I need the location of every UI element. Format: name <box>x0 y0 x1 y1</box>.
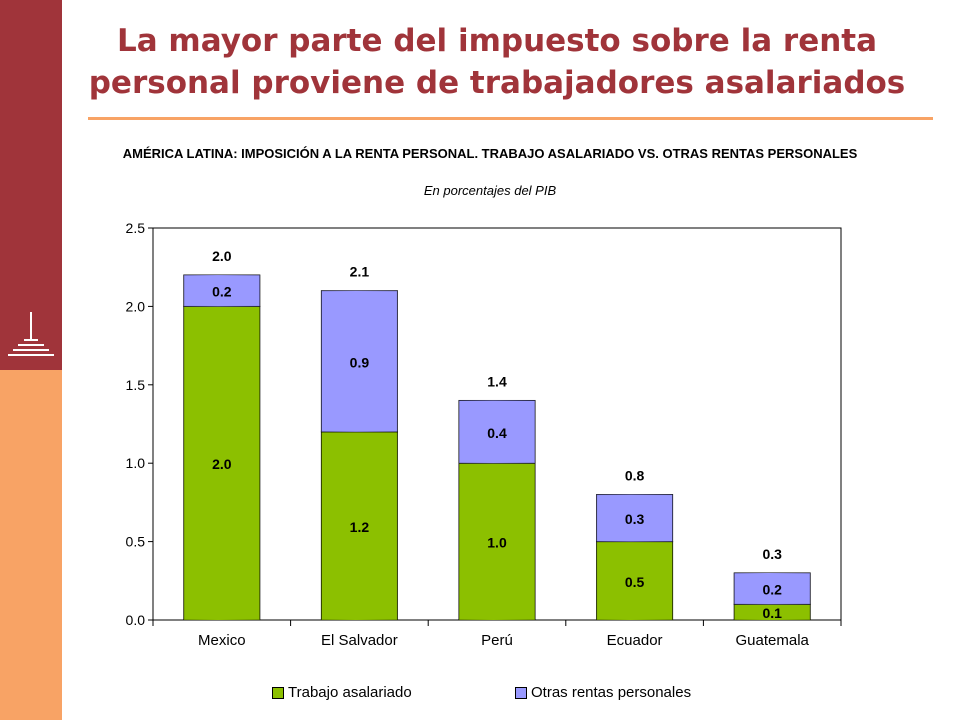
y-tick-label: 1.5 <box>126 377 146 393</box>
legend-item-salaried: Trabajo asalariado <box>272 684 412 701</box>
legend-label-salaried: Trabajo asalariado <box>288 684 412 701</box>
bar-segment-shading <box>596 494 673 542</box>
bar-segment-shading <box>321 290 398 432</box>
data-label: 1.2 <box>350 519 370 535</box>
y-tick-label: 2.0 <box>126 298 146 314</box>
bar-segment-shading <box>321 431 398 620</box>
data-label: 0.3 <box>625 511 645 527</box>
bar-segment-shading <box>734 604 811 620</box>
sidebar-light-band <box>0 370 62 720</box>
x-category-label: Perú <box>481 632 513 649</box>
total-label: 2.1 <box>350 264 370 280</box>
total-label: 2.0 <box>212 248 232 264</box>
chart-subtitle: En porcentajes del PIB <box>423 183 557 198</box>
total-label: 0.8 <box>625 468 645 484</box>
data-label: 0.5 <box>625 574 645 590</box>
data-label: 0.9 <box>350 354 370 370</box>
data-label: 1.0 <box>487 535 507 551</box>
bar-segment-shading <box>459 463 535 620</box>
x-category-label: El Salvador <box>321 632 398 649</box>
data-label: 0.1 <box>762 605 782 621</box>
x-category-label: Ecuador <box>607 632 663 649</box>
total-label: 1.4 <box>487 373 507 389</box>
stacked-bar-chart: 0.0 0.5 1.0 1.5 2.0 2.5 2.0 0.2 2.0 Mexico 1.2 0.9 2… <box>126 220 842 649</box>
bar-segment-shading <box>183 275 260 307</box>
slide-title-line-1: La mayor parte del impuesto sobre la ren… <box>116 23 878 59</box>
sidebar-dark-band <box>0 0 62 370</box>
chart-title: AMÉRICA LATINA: IMPOSICIÓN A LA RENTA PE… <box>122 146 858 161</box>
institution-logo-icon <box>8 312 54 356</box>
x-category-label: Guatemala <box>736 632 810 649</box>
legend-item-other-income: Otras rentas personales <box>515 684 691 701</box>
legend-label-other-income: Otras rentas personales <box>531 684 692 701</box>
bar-segment-shading <box>734 572 811 605</box>
total-label: 0.3 <box>762 546 782 562</box>
slide-title: La mayor parte del impuesto sobre la ren… <box>62 20 932 104</box>
data-label: 0.4 <box>487 425 507 441</box>
bar-segment-shading <box>183 306 260 620</box>
bar-segment-shading <box>459 400 535 464</box>
y-tick-label: 1.0 <box>126 455 146 471</box>
bar-segment-shading <box>596 541 673 620</box>
data-label: 0.2 <box>762 582 782 598</box>
y-tick-label: 0.0 <box>126 612 146 628</box>
data-label: 2.0 <box>212 456 232 472</box>
x-category-label: Mexico <box>198 632 246 649</box>
title-divider <box>88 117 933 120</box>
data-label: 0.2 <box>212 284 232 300</box>
y-tick-label: 2.5 <box>126 220 146 236</box>
legend-swatch-salaried <box>272 686 284 699</box>
slide-title-line-2: personal proviene de trabajadores asalar… <box>88 65 906 101</box>
legend-swatch-other-income <box>515 686 527 699</box>
y-tick-label: 0.5 <box>126 534 146 550</box>
